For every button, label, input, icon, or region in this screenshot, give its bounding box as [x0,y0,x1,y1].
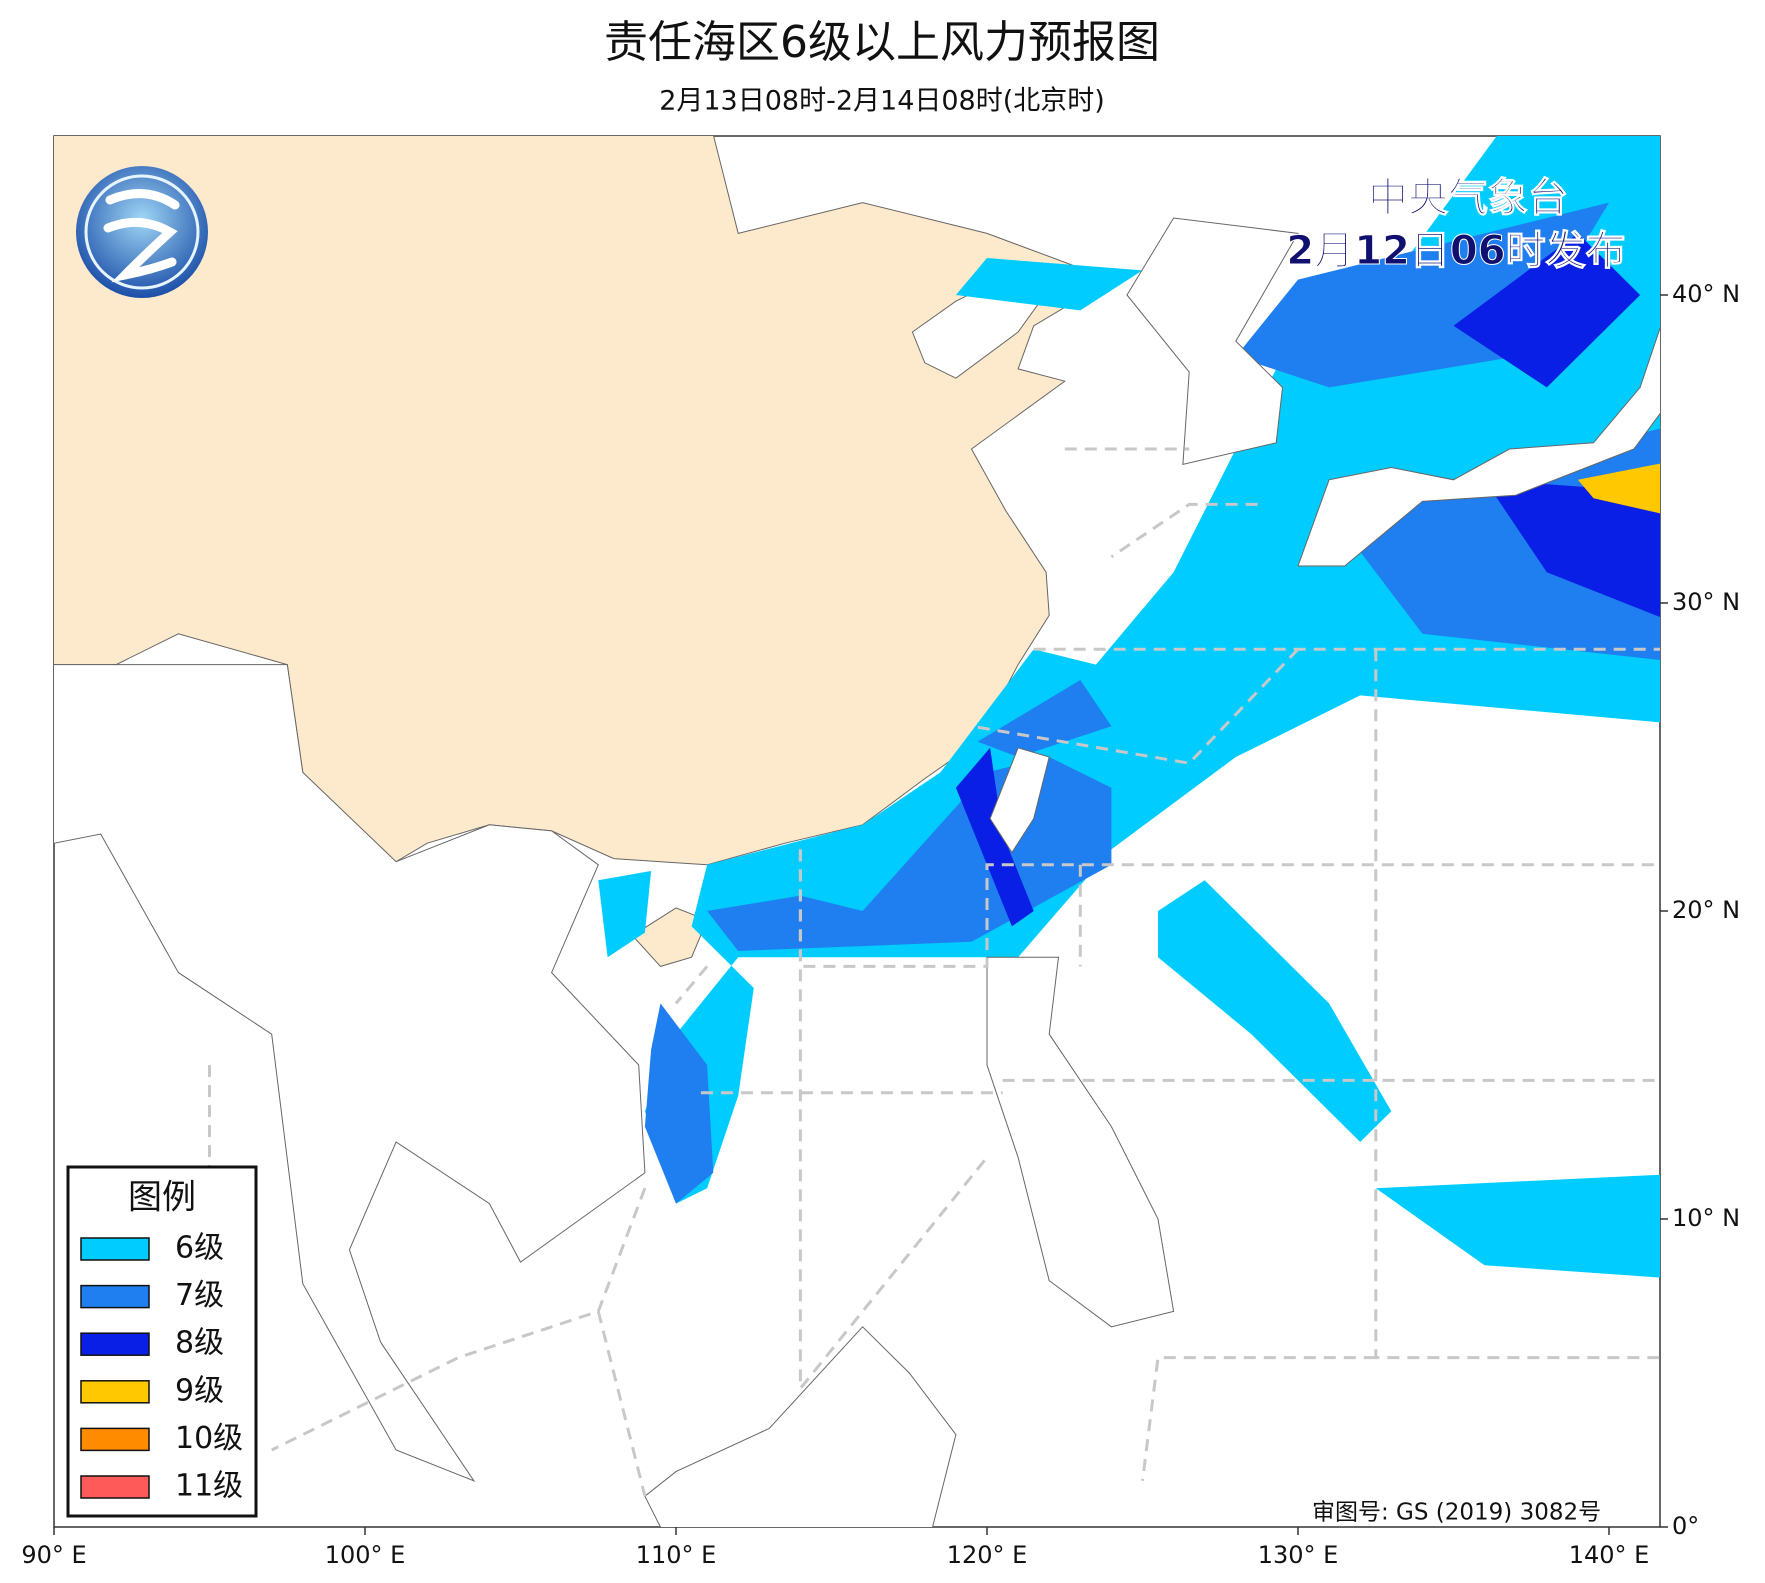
legend-swatch [80,1380,150,1404]
sea-area-boundary [596,1311,647,1497]
sea-area-boundary [1141,1356,1376,1481]
indochina-land [54,664,646,1482]
sea-area-boundary [971,648,1300,765]
legend-label: 9级 [175,1373,224,1408]
lon-label: 110° E [636,1541,717,1569]
lat-label: 0° [1672,1512,1699,1540]
title: 责任海区6级以上风力预报图 [604,17,1160,68]
legend-label: 8级 [175,1326,224,1361]
logo [76,166,208,298]
wind-level-6 [955,258,1143,311]
taiwan-island [989,747,1050,854]
legend-swatch [80,1427,150,1452]
lon-label: 90° E [21,1541,86,1569]
wind-level-6 [1375,1174,1660,1278]
legend-label: 10级 [175,1421,243,1456]
wind-level-8 [1453,233,1641,388]
map-layer [54,136,1660,1527]
lat-label: 20° N [1672,896,1740,924]
legend-swatch [80,1475,150,1499]
lon-label: 120° E [947,1541,1028,1569]
wind-level-8 [955,747,1034,927]
lat-label: 30° N [1672,588,1740,616]
korea-land [1126,217,1299,466]
legend-label: 6级 [175,1231,224,1266]
hainan-island [631,907,708,967]
issuer-agency: 中央气象台 [1368,175,1568,221]
issue-time: 2月12日06时发布 [1286,228,1625,274]
legend-label: 11级 [175,1469,243,1504]
wind-level-6 [1158,880,1392,1142]
sea-area-boundary [674,965,709,1005]
lon-label: 140° E [1569,1541,1650,1569]
wind-level-7 [644,1003,714,1204]
sea-area-boundary [271,1187,647,1452]
legend-label: 7级 [175,1278,224,1313]
legend-swatch [80,1284,150,1309]
wind-level-7 [977,680,1112,757]
wind-level-9 [1655,356,1660,372]
wind-level-9 [1577,463,1660,514]
philippines-land [986,956,1175,1328]
legend: 图例 6级 7级 8级 9级 10级 11级 [66,1165,258,1518]
wind-level-8 [1484,479,1660,618]
sea-area-boundary [1110,502,1258,559]
wind-level-6 [598,871,652,958]
lon-label: 130° E [1258,1541,1339,1569]
lat-label: 40° N [1672,280,1740,308]
subtitle: 2月13日08时-2月14日08时(北京时) [659,86,1105,117]
approval-number: 审图号: GS (2019) 3082号 [1312,1500,1601,1526]
borneo-land [644,1326,957,1527]
legend-swatch [80,1332,150,1356]
lon-label: 100° E [325,1541,406,1569]
lat-label: 10° N [1672,1204,1740,1232]
japan-land [1297,326,1660,567]
sea-area-boundary [798,849,1660,968]
legend-title: 图例 [128,1178,196,1218]
legend-swatch [80,1237,150,1261]
